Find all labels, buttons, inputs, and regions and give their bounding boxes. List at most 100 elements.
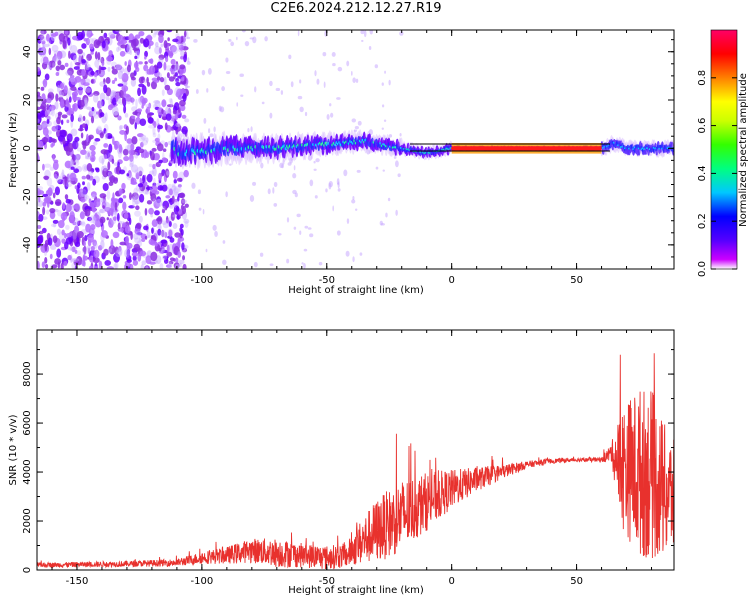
heatmap-cell <box>169 44 177 53</box>
heatmap-cell <box>99 208 104 214</box>
heatmap-cell <box>122 148 129 156</box>
heatmap-cell <box>135 172 140 180</box>
heatmap-cell <box>162 200 170 209</box>
heatmap-cell <box>123 87 127 97</box>
heatmap-cell <box>165 264 172 268</box>
heatmap-cell <box>38 230 44 235</box>
heatmap-cell <box>65 180 73 188</box>
heatmap-cell <box>165 219 170 223</box>
heatmap-cell <box>384 70 386 74</box>
heatmap-cell <box>124 249 130 258</box>
heatmap-cell <box>134 55 138 60</box>
heatmap-cell <box>142 174 146 184</box>
heatmap-cell <box>395 160 399 168</box>
heatmap-cell <box>138 170 143 177</box>
heatmap-cell <box>99 112 105 118</box>
heatmap-cell <box>118 125 122 131</box>
heatmap-cell <box>181 114 187 119</box>
heatmap-cell <box>171 45 178 55</box>
heatmap-cell <box>57 111 63 116</box>
heatmap-cell <box>169 237 175 243</box>
heatmap-cell <box>171 64 175 69</box>
heatmap-cell <box>222 240 226 244</box>
heatmap-cell <box>73 203 80 210</box>
heatmap-cell <box>41 30 45 38</box>
heatmap-cell <box>277 233 282 236</box>
heatmap-cell <box>275 87 281 92</box>
heatmap-cell <box>115 63 122 69</box>
heatmap-cell <box>132 233 139 240</box>
heatmap-cell <box>214 230 218 238</box>
heatmap-cell <box>37 188 41 196</box>
heatmap-cell <box>113 111 120 116</box>
heatmap-cell <box>85 223 91 233</box>
heatmap-cell <box>97 51 101 61</box>
heatmap-cell <box>307 227 312 230</box>
heatmap-cell <box>182 93 187 102</box>
heatmap-cell <box>399 132 402 137</box>
heatmap-cell <box>160 43 164 48</box>
heatmap-cell <box>135 230 142 236</box>
heatmap-cell <box>136 108 143 113</box>
heatmap-cell <box>137 113 140 118</box>
heatmap-cell <box>363 30 367 38</box>
heatmap-cell <box>47 88 54 94</box>
heatmap-cell <box>83 38 88 42</box>
heatmap-cell <box>44 242 48 252</box>
heatmap-cell <box>139 250 147 257</box>
heatmap-cell <box>356 169 361 173</box>
heatmap-cell <box>37 112 44 118</box>
spectrogram-x-tick-label: -100 <box>191 275 214 286</box>
heatmap-cell <box>131 97 135 105</box>
heatmap-cell <box>122 195 127 199</box>
heatmap-cell <box>345 250 350 257</box>
heatmap-cell <box>147 234 152 239</box>
heatmap-cell <box>86 106 92 110</box>
heatmap-cell <box>127 170 132 179</box>
heatmap-cell <box>51 264 58 269</box>
heatmap-cell <box>44 195 52 204</box>
heatmap-cell <box>159 186 163 191</box>
heatmap-cell <box>54 198 62 207</box>
heatmap-cell <box>118 144 123 153</box>
colorbar: 0.0 0.2 0.4 0.6 0.8 Normalized spectral ampl… <box>697 29 749 277</box>
heatmap-cell <box>181 76 185 82</box>
heatmap-cell <box>314 70 317 77</box>
colorbar-label: Normalized spectral amplitude <box>738 73 749 227</box>
heatmap-cell <box>37 124 42 130</box>
heatmap-cell <box>133 195 141 205</box>
heatmap-cell <box>299 106 304 113</box>
heatmap-cell <box>167 37 170 42</box>
heatmap-cell <box>179 80 187 85</box>
heatmap-cell <box>117 115 122 121</box>
heatmap-cell <box>52 153 55 161</box>
heatmap-cell <box>59 64 66 71</box>
heatmap-cell <box>158 159 163 164</box>
heatmap-cell <box>236 36 238 41</box>
heatmap-cell <box>193 39 198 43</box>
heatmap-cell <box>70 44 78 54</box>
heatmap-cell <box>153 100 161 104</box>
heatmap-cell <box>40 86 45 91</box>
heatmap-cell <box>393 156 397 159</box>
heatmap-cell <box>375 166 379 170</box>
heatmap-cell <box>67 142 74 153</box>
heatmap-cell <box>96 198 101 202</box>
heatmap-cell <box>62 202 66 210</box>
heatmap-cell <box>104 130 108 140</box>
heatmap-cell <box>86 245 92 250</box>
heatmap-cell <box>132 38 139 47</box>
heatmap-cell <box>86 32 94 37</box>
heatmap-cell <box>146 173 153 183</box>
heatmap-cell <box>76 231 84 239</box>
heatmap-cell <box>209 140 212 143</box>
heatmap-cell <box>107 161 111 171</box>
heatmap-cell <box>81 43 87 49</box>
heatmap-cell <box>93 266 99 269</box>
heatmap-cell <box>172 191 179 197</box>
heatmap-cell <box>126 173 130 177</box>
heatmap-cell <box>38 213 44 222</box>
heatmap-cell <box>162 222 170 229</box>
heatmap-cell <box>124 225 131 234</box>
heatmap-cell <box>175 81 181 87</box>
